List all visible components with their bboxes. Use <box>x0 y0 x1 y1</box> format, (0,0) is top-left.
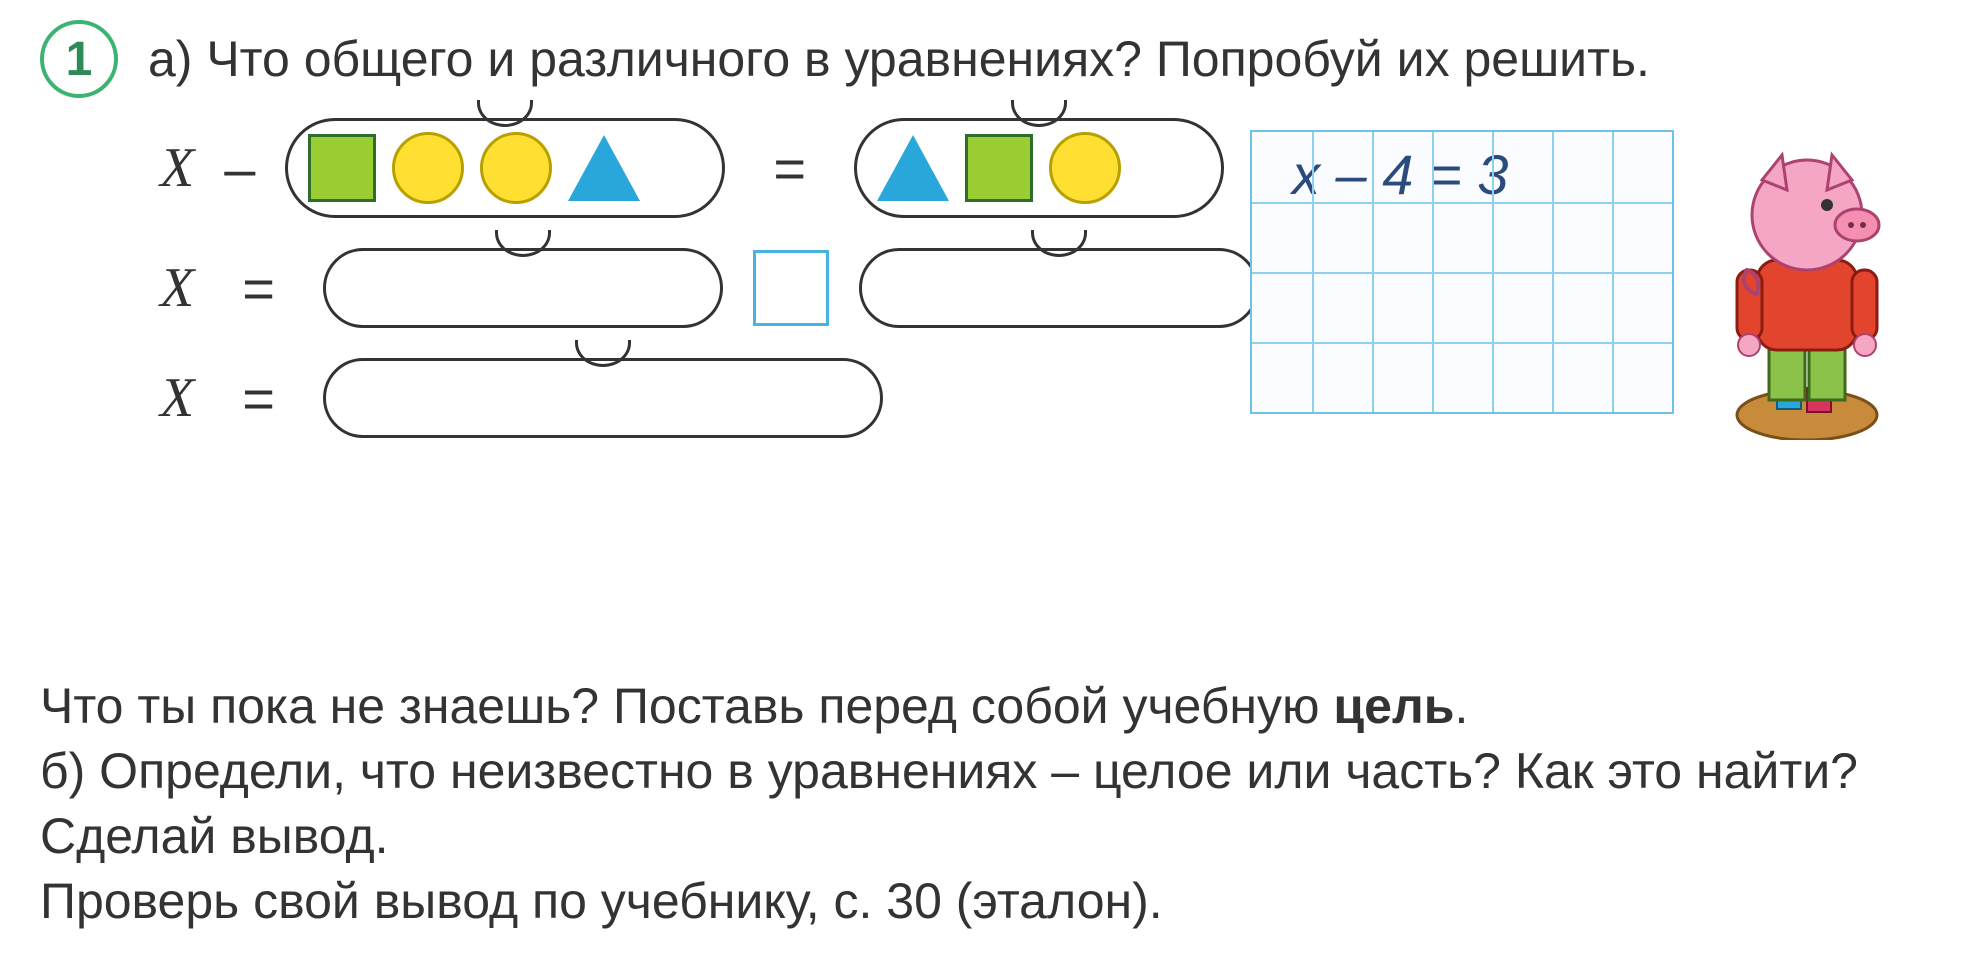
square-green-icon <box>965 134 1033 202</box>
empty-bag-2[interactable] <box>859 248 1259 328</box>
bag-right <box>854 118 1224 218</box>
goal-bold: цель <box>1333 678 1454 734</box>
bottom-text-block: Что ты пока не знаешь? Поставь перед соб… <box>40 674 1927 934</box>
goal-line: Что ты пока не знаешь? Поставь перед соб… <box>40 674 1927 739</box>
circle-yellow-icon <box>1049 132 1121 204</box>
handwritten-equation: x – 4 = 3 <box>1292 142 1508 207</box>
empty-bag-3-wrap <box>323 358 883 438</box>
triangle-blue-icon <box>568 135 640 201</box>
prompt-line-b: б) Определи, что неизвестно в уравнениях… <box>40 739 1927 869</box>
equals-sign-2: = <box>224 256 293 321</box>
task-header-row: 1 а) Что общего и различного в уравнения… <box>40 20 1927 98</box>
check-line: Проверь свой вывод по учебнику, с. 30 (э… <box>40 869 1927 934</box>
triangle-blue-icon <box>877 135 949 201</box>
x-variable-3: X <box>160 366 194 430</box>
empty-bag-3[interactable] <box>323 358 883 438</box>
empty-bag-2-wrap <box>859 248 1259 328</box>
empty-bag-1-wrap <box>323 248 723 328</box>
x-variable-2: X <box>160 256 194 320</box>
answer-grid[interactable]: x – 4 = 3 <box>1250 130 1674 414</box>
bag-left-wrap <box>285 118 725 218</box>
square-green-icon <box>308 134 376 202</box>
equals-sign-3: = <box>224 366 293 431</box>
goal-period: . <box>1454 678 1468 734</box>
circle-yellow-icon <box>392 132 464 204</box>
page-root: 1 а) Что общего и различного в уравнения… <box>0 0 1967 974</box>
task-number: 1 <box>66 32 93 87</box>
bag-right-wrap <box>854 118 1224 218</box>
pig-illustration <box>1707 140 1907 440</box>
empty-bag-1[interactable] <box>323 248 723 328</box>
goal-text: Что ты пока не знаешь? Поставь перед соб… <box>40 678 1333 734</box>
x-variable-1: X <box>160 136 194 200</box>
task-number-circle: 1 <box>40 20 118 98</box>
equals-sign: = <box>755 136 824 201</box>
operation-placeholder-square[interactable] <box>753 250 829 326</box>
bag-left <box>285 118 725 218</box>
circle-yellow-icon <box>480 132 552 204</box>
minus-sign: – <box>224 136 255 201</box>
prompt-line-a: а) Что общего и различного в уравнениях?… <box>148 32 1650 87</box>
